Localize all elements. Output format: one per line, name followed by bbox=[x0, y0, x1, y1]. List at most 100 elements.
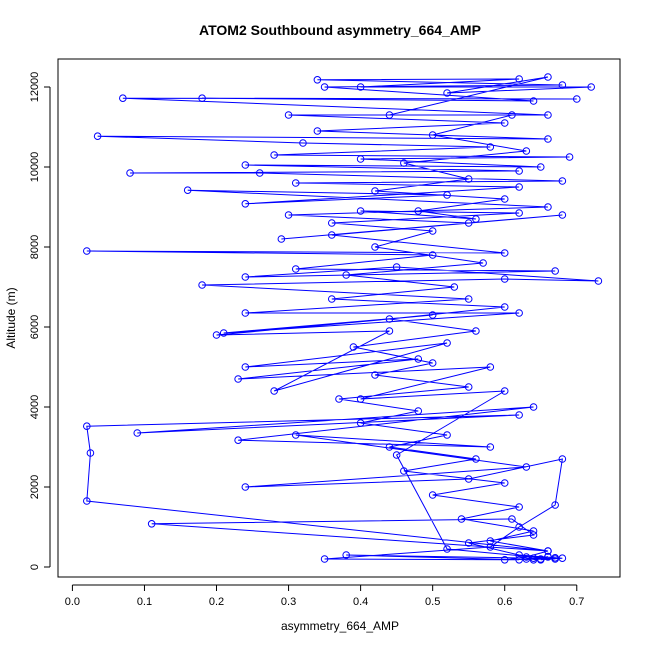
data-point bbox=[356, 207, 365, 215]
data-point bbox=[327, 295, 336, 303]
data-point bbox=[234, 436, 242, 445]
data-point bbox=[479, 259, 487, 267]
data-point bbox=[515, 209, 523, 217]
data-point bbox=[472, 327, 480, 335]
data-point bbox=[443, 545, 451, 553]
data-point bbox=[212, 331, 221, 339]
data-point bbox=[536, 163, 545, 171]
data-point bbox=[428, 311, 437, 319]
data-point bbox=[291, 265, 300, 273]
data-point bbox=[371, 371, 379, 379]
data-point bbox=[119, 94, 127, 102]
data-point bbox=[529, 556, 538, 564]
data-point bbox=[392, 451, 401, 459]
data-point bbox=[522, 555, 531, 563]
data-point bbox=[558, 177, 567, 185]
x-tick-label: 0.6 bbox=[497, 596, 512, 608]
data-point bbox=[472, 455, 480, 463]
data-point bbox=[464, 539, 473, 547]
data-point bbox=[241, 200, 250, 208]
x-tick-label: 0.5 bbox=[425, 596, 440, 608]
data-point bbox=[486, 443, 495, 451]
data-point bbox=[587, 83, 595, 91]
data-point bbox=[147, 520, 156, 528]
data-point bbox=[500, 249, 509, 257]
data-point bbox=[255, 169, 264, 177]
data-point bbox=[486, 543, 495, 551]
data-point bbox=[349, 343, 358, 351]
data-point bbox=[500, 387, 509, 395]
data-point bbox=[515, 503, 523, 511]
data-point bbox=[529, 527, 538, 535]
data-point bbox=[486, 363, 495, 371]
data-point bbox=[241, 273, 250, 281]
y-tick-label: 4000 bbox=[29, 395, 41, 419]
data-point bbox=[291, 431, 300, 439]
data-point bbox=[522, 553, 531, 561]
data-point bbox=[515, 183, 523, 191]
data-point bbox=[551, 267, 559, 275]
data-point bbox=[572, 95, 581, 103]
data-point bbox=[500, 556, 509, 564]
data-point bbox=[544, 203, 552, 211]
data-point bbox=[371, 243, 379, 251]
data-point bbox=[551, 501, 559, 509]
x-tick-label: 0.7 bbox=[569, 596, 584, 608]
data-point bbox=[486, 143, 495, 151]
y-axis: 0 2000 4000 6000 8000 10000 12000 bbox=[29, 72, 51, 570]
data-point bbox=[522, 463, 531, 471]
data-point bbox=[529, 531, 538, 539]
data-point bbox=[558, 211, 567, 219]
data-point bbox=[515, 75, 523, 83]
data-point bbox=[464, 295, 473, 303]
data-point bbox=[414, 207, 423, 215]
x-tick-label: 0.2 bbox=[209, 596, 224, 608]
x-tick-label: 0.4 bbox=[353, 596, 368, 608]
data-point bbox=[356, 155, 365, 163]
x-axis: 0.0 0.1 0.2 0.3 0.4 0.5 0.6 0.7 bbox=[65, 584, 584, 608]
data-point bbox=[385, 443, 394, 451]
data-point bbox=[450, 283, 459, 291]
data-point bbox=[342, 271, 351, 279]
y-tick-label: 2000 bbox=[29, 475, 41, 499]
data-point bbox=[284, 211, 293, 219]
data-point bbox=[544, 547, 552, 555]
data-point bbox=[313, 127, 322, 135]
y-tick-label: 12000 bbox=[29, 72, 41, 103]
data-point bbox=[356, 395, 365, 403]
series-line bbox=[86, 76, 599, 561]
data-point bbox=[299, 139, 307, 147]
data-point bbox=[241, 161, 250, 169]
data-point bbox=[464, 383, 473, 391]
data-point bbox=[83, 247, 91, 255]
data-point bbox=[464, 475, 473, 483]
data-point bbox=[277, 235, 286, 243]
data-point bbox=[83, 497, 91, 505]
data-point bbox=[515, 411, 523, 419]
data-point bbox=[270, 387, 278, 395]
data-point bbox=[486, 537, 495, 545]
data-point bbox=[93, 132, 102, 140]
data-point bbox=[400, 467, 408, 475]
x-tick-label: 0.3 bbox=[281, 596, 296, 608]
data-point bbox=[472, 215, 480, 223]
y-tick-label: 10000 bbox=[29, 152, 41, 183]
data-point bbox=[464, 219, 473, 227]
data-point bbox=[385, 315, 394, 323]
data-point bbox=[400, 159, 408, 167]
data-point bbox=[457, 515, 466, 523]
data-point bbox=[428, 359, 437, 367]
data-point bbox=[414, 407, 423, 415]
data-point bbox=[183, 186, 192, 194]
data-point bbox=[126, 169, 134, 177]
data-point bbox=[536, 555, 545, 563]
data-point bbox=[327, 219, 336, 227]
data-point bbox=[558, 554, 567, 563]
y-tick-label: 6000 bbox=[29, 315, 41, 339]
data-point bbox=[594, 277, 603, 285]
data-point bbox=[443, 339, 451, 347]
data-point bbox=[529, 403, 538, 411]
data-point bbox=[392, 263, 401, 271]
data-point bbox=[313, 76, 322, 84]
